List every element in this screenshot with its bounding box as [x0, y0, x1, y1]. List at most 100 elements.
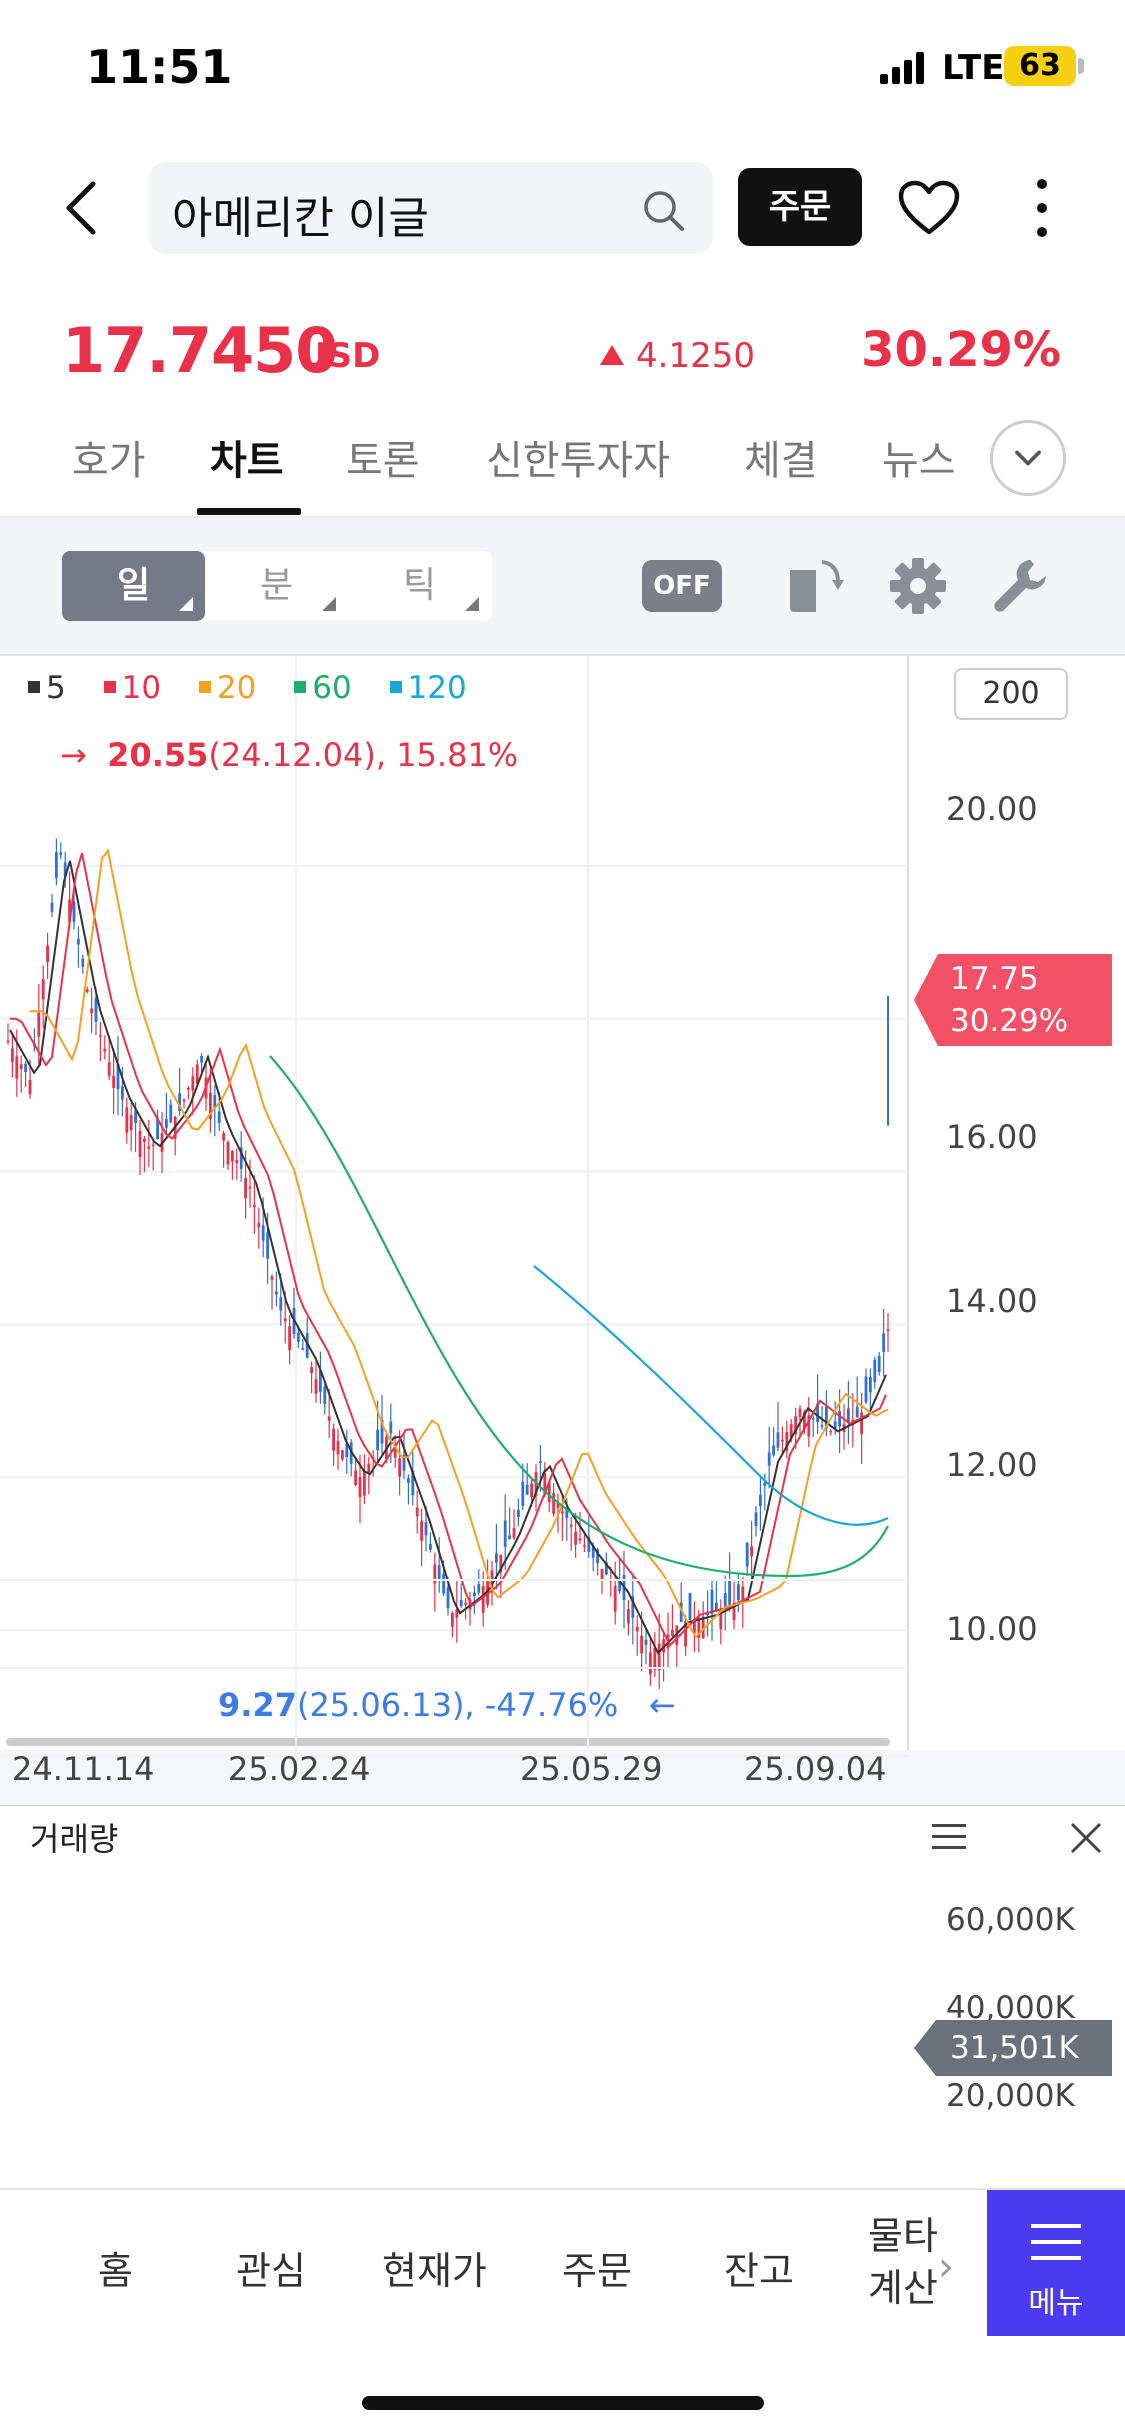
candle-body — [710, 1589, 714, 1614]
candle-body — [429, 1543, 432, 1550]
candle-body — [367, 1463, 371, 1473]
search-icon[interactable] — [641, 188, 685, 232]
candle-body — [253, 1204, 256, 1208]
hamburger-icon[interactable] — [930, 1820, 970, 1854]
candle-body — [477, 1584, 481, 1593]
tab-chart[interactable]: 차트 — [210, 438, 284, 484]
candle-body — [182, 1099, 186, 1102]
candle-body — [50, 902, 54, 912]
tab-investors[interactable]: 신한투자자 — [486, 438, 670, 484]
candle-body — [424, 1522, 428, 1536]
indicator-toggle-button[interactable]: OFF — [642, 560, 722, 612]
candle-body — [217, 1111, 221, 1124]
high-annotation: → 20.55(24.12.04), 15.81% — [60, 736, 519, 774]
candle-body — [750, 1546, 753, 1557]
candle-body — [72, 901, 76, 923]
candle-body — [195, 1064, 199, 1084]
nav-home[interactable]: 홈 — [98, 2249, 133, 2293]
candle-body — [600, 1568, 604, 1581]
nav-partial-bottom: 계산 — [868, 2266, 938, 2310]
low-annotation: 9.27(25.06.13), -47.76% ← — [218, 1686, 676, 1724]
volume-y-tick: 20,000K — [946, 2078, 1075, 2114]
candle-body — [635, 1626, 639, 1632]
candle-body — [222, 1133, 225, 1141]
candle-body — [244, 1177, 247, 1199]
candle-body — [631, 1596, 635, 1618]
candle-body — [446, 1587, 450, 1609]
gear-icon[interactable] — [888, 554, 948, 618]
y-tick: 10.00 — [946, 1610, 1038, 1648]
tab-discussion[interactable]: 토론 — [346, 438, 420, 484]
rotate-icon[interactable] — [786, 554, 846, 618]
x-tick: 25.02.24 — [228, 1750, 371, 1788]
order-button[interactable]: 주문 — [738, 168, 862, 246]
candle-body — [37, 1012, 41, 1037]
candle-body — [81, 958, 85, 967]
candle-body — [24, 1063, 27, 1073]
candle-body — [587, 1536, 591, 1552]
candle-body — [191, 1076, 195, 1091]
candle-body — [363, 1470, 366, 1496]
y-axis-panel — [908, 656, 1125, 1806]
active-tab-indicator — [197, 508, 301, 515]
nav-averaging-calculator[interactable]: 물타 계산 — [868, 2210, 938, 2314]
candle-body — [723, 1593, 727, 1607]
period-tick-label: 틱 — [402, 565, 437, 606]
candle-body — [697, 1617, 701, 1638]
candle-body — [261, 1225, 265, 1241]
stock-name: 아메리칸 이글 — [172, 193, 429, 244]
current-price-flag: 17.75 30.29% — [914, 954, 1112, 1046]
candle-body — [679, 1602, 683, 1623]
hamburger-icon — [1031, 2224, 1081, 2260]
candle-body — [556, 1503, 560, 1508]
nav-balance[interactable]: 잔고 — [724, 2249, 794, 2293]
candle-body — [794, 1416, 797, 1435]
chart-toolbar: 일 분 틱 OFF — [0, 518, 1125, 656]
nav-current-price[interactable]: 현재가 — [382, 2249, 487, 2293]
period-minute-button[interactable]: 분 — [205, 551, 348, 621]
heart-icon[interactable] — [898, 180, 960, 236]
candle-body — [226, 1142, 230, 1165]
chart-area[interactable]: 5 10 20 60 120 200 → 20.55(24.12.04), 15… — [0, 656, 1125, 2114]
candle-body — [767, 1452, 771, 1466]
search-box[interactable]: 아메리칸 이글 — [148, 162, 713, 254]
close-icon[interactable] — [1068, 1820, 1104, 1856]
nav-watchlist[interactable]: 관심 — [236, 2249, 306, 2293]
low-detail: (25.06.13), -47.76% — [296, 1686, 619, 1724]
nav-order[interactable]: 주문 — [562, 2249, 632, 2293]
back-arrow-icon[interactable] — [55, 178, 115, 238]
period-count-input[interactable]: 200 — [954, 668, 1068, 720]
price-change: 4.1250 — [600, 336, 755, 376]
candle-body — [420, 1520, 423, 1541]
high-detail: (24.12.04), 15.81% — [208, 736, 519, 774]
tab-trades[interactable]: 체결 — [744, 438, 818, 484]
more-vertical-icon[interactable] — [1030, 174, 1054, 242]
wrench-icon[interactable] — [990, 554, 1050, 618]
candle-body — [143, 1138, 146, 1142]
candle-body — [239, 1147, 243, 1169]
change-value: 4.1250 — [636, 336, 755, 376]
tab-news[interactable]: 뉴스 — [882, 438, 956, 484]
candle-body — [569, 1524, 573, 1527]
period-tick-button[interactable]: 틱 — [348, 551, 491, 621]
chevron-down-icon[interactable] — [990, 420, 1066, 496]
candle-body — [380, 1419, 384, 1444]
candle-body — [283, 1318, 287, 1322]
candle-body — [270, 1276, 274, 1280]
candle-body — [596, 1549, 599, 1564]
menu-button[interactable]: 메뉴 — [987, 2190, 1125, 2336]
period-day-button[interactable]: 일 — [62, 551, 205, 621]
chevron-right-icon[interactable]: › — [938, 2244, 954, 2290]
candle-body — [402, 1455, 406, 1471]
candle-body — [41, 979, 45, 1000]
candle-body — [473, 1592, 476, 1597]
legend-ma60: 60 — [294, 670, 365, 706]
price-chart[interactable] — [0, 656, 1125, 1806]
legend-ma10: 10 — [103, 670, 175, 706]
candle-body — [319, 1369, 322, 1392]
tab-orderbook[interactable]: 호가 — [72, 438, 146, 484]
ma10-line — [10, 853, 887, 1648]
high-value: 20.55 — [107, 736, 209, 774]
candle-body — [605, 1562, 608, 1575]
candle-body — [389, 1421, 393, 1434]
